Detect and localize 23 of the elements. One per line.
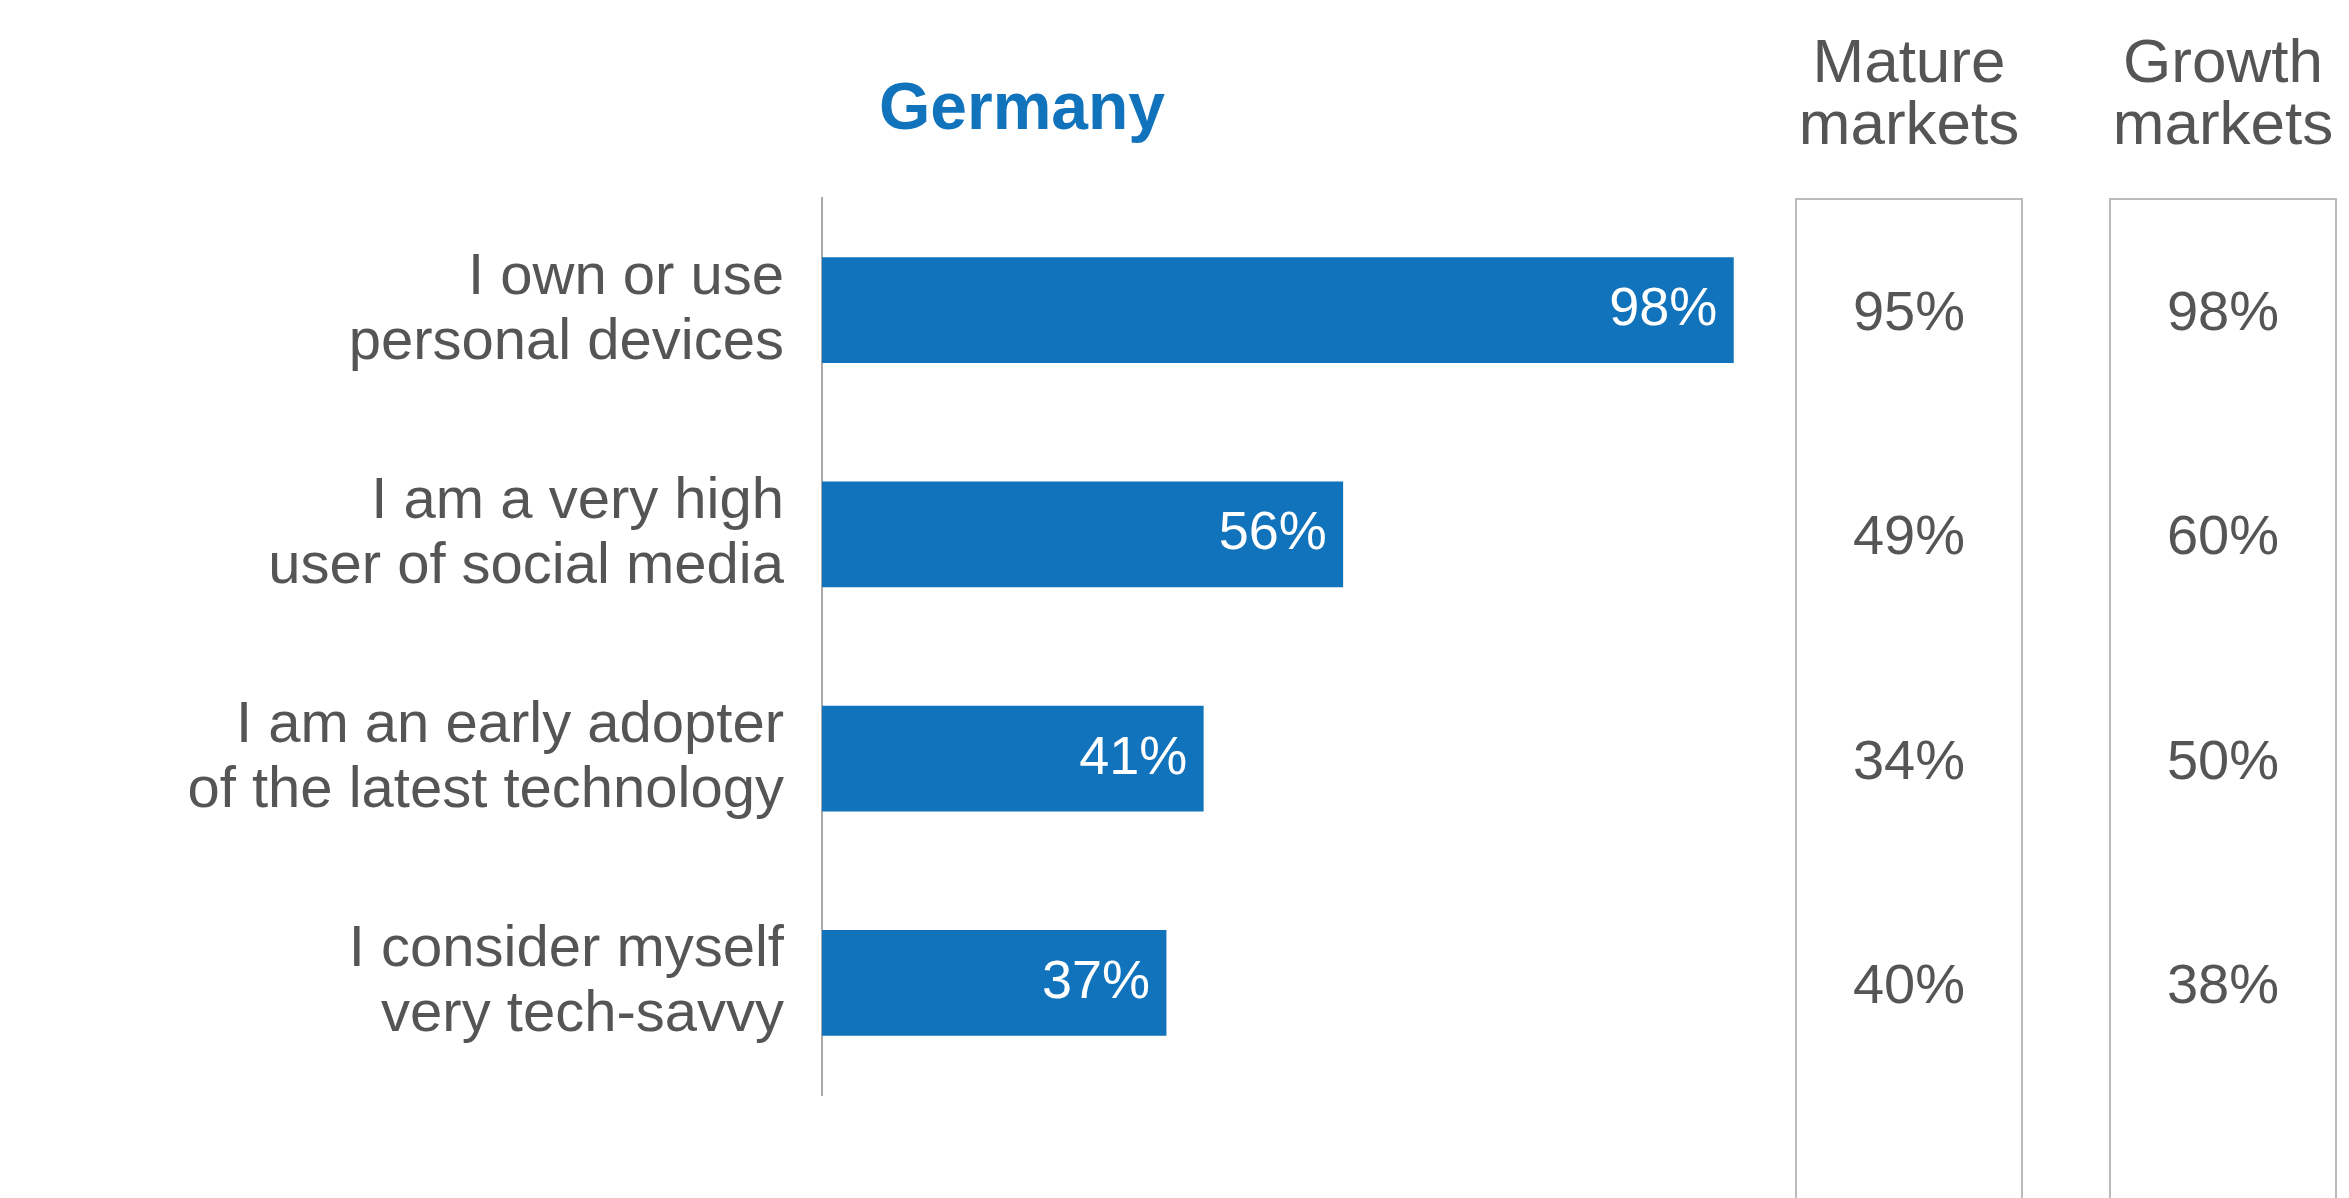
y-tick-label: I am a very high user of social media	[268, 464, 785, 595]
y-tick-label: I own or use personal devices	[348, 240, 784, 371]
bar	[822, 481, 1344, 588]
data-label: 98%	[1609, 276, 1718, 337]
data-label: 34%	[1851, 726, 1967, 792]
y-tick-label: I am an early adopter of the latest technology	[187, 689, 784, 820]
data-label: 49%	[1851, 501, 1967, 567]
text: Mature markets	[1797, 26, 2021, 157]
text: Growth markets	[2111, 26, 2335, 157]
data-label: 37%	[1042, 948, 1151, 1009]
chart-title: Germany	[877, 68, 1167, 144]
data-label: 60%	[2165, 501, 2281, 567]
data-label: 95%	[1851, 277, 1967, 343]
data-label: 98%	[2165, 277, 2281, 343]
bar	[822, 705, 1204, 812]
data-label: 38%	[2165, 950, 2281, 1016]
data-label: 56%	[1218, 500, 1327, 561]
bar	[822, 257, 1734, 363]
data-label: 40%	[1851, 950, 1967, 1016]
data-label: 41%	[1079, 724, 1188, 785]
y-tick-label: I consider myself very tech-savvy	[348, 913, 785, 1044]
data-label: 50%	[2165, 726, 2281, 792]
bar	[822, 930, 1167, 1036]
